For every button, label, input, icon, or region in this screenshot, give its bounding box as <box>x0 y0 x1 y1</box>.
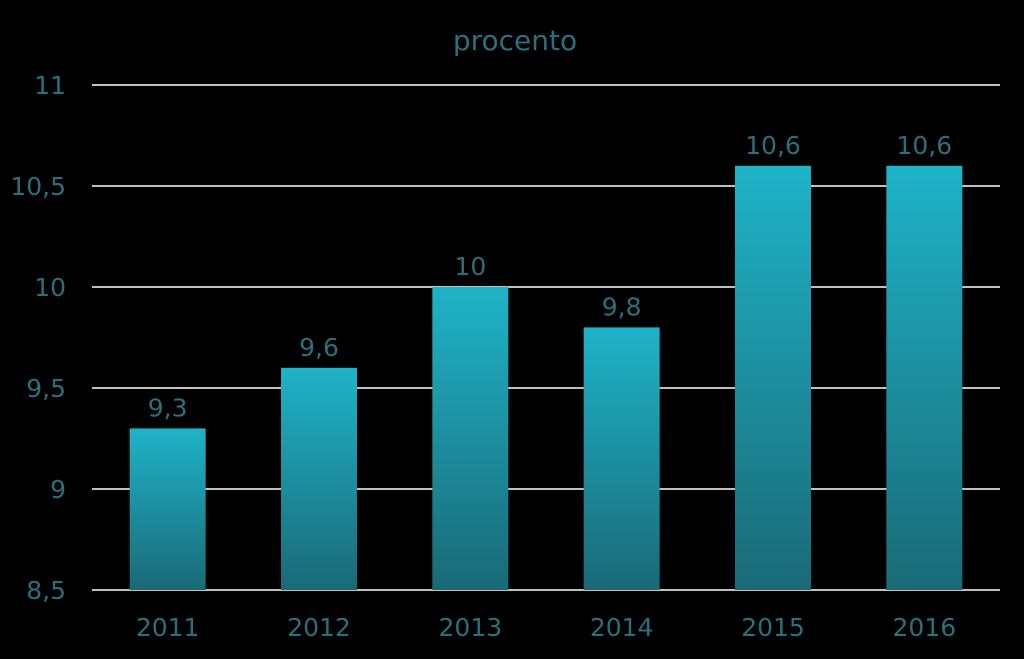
bar-2012 <box>281 367 357 590</box>
bar-2011 <box>129 428 206 590</box>
x-tick-label: 2014 <box>590 613 654 642</box>
y-tick-label: 10 <box>34 273 66 302</box>
bars <box>129 165 963 591</box>
data-label: 10 <box>454 252 486 281</box>
data-label: 9,6 <box>299 333 339 362</box>
data-label: 10,6 <box>896 131 952 160</box>
gridlines <box>92 84 1000 591</box>
y-tick-label: 9,5 <box>26 374 66 403</box>
y-tick-label: 8,5 <box>26 576 66 605</box>
bar-2015 <box>735 165 811 591</box>
bar-2013 <box>432 287 509 590</box>
bar-2016 <box>886 165 963 591</box>
data-label: 9,3 <box>148 393 188 422</box>
y-tick-label: 10,5 <box>10 172 66 201</box>
y-tick-label: 11 <box>34 71 66 100</box>
bar-2014 <box>583 327 660 590</box>
chart-title: procento <box>453 24 577 57</box>
x-tick-label: 2015 <box>741 613 805 642</box>
x-axis-ticks: 2011 2012 2013 2014 2015 2016 <box>136 613 956 642</box>
x-tick-label: 2011 <box>136 613 200 642</box>
x-tick-label: 2013 <box>439 613 503 642</box>
data-label: 9,8 <box>602 292 642 321</box>
x-tick-label: 2016 <box>893 613 957 642</box>
y-tick-label: 9 <box>50 475 66 504</box>
y-axis-ticks: 8,5 9 9,5 10 10,5 11 <box>10 71 66 605</box>
data-labels: 9,3 9,6 10 9,8 10,6 10,6 <box>148 131 952 423</box>
x-tick-label: 2012 <box>287 613 351 642</box>
data-label: 10,6 <box>745 131 801 160</box>
